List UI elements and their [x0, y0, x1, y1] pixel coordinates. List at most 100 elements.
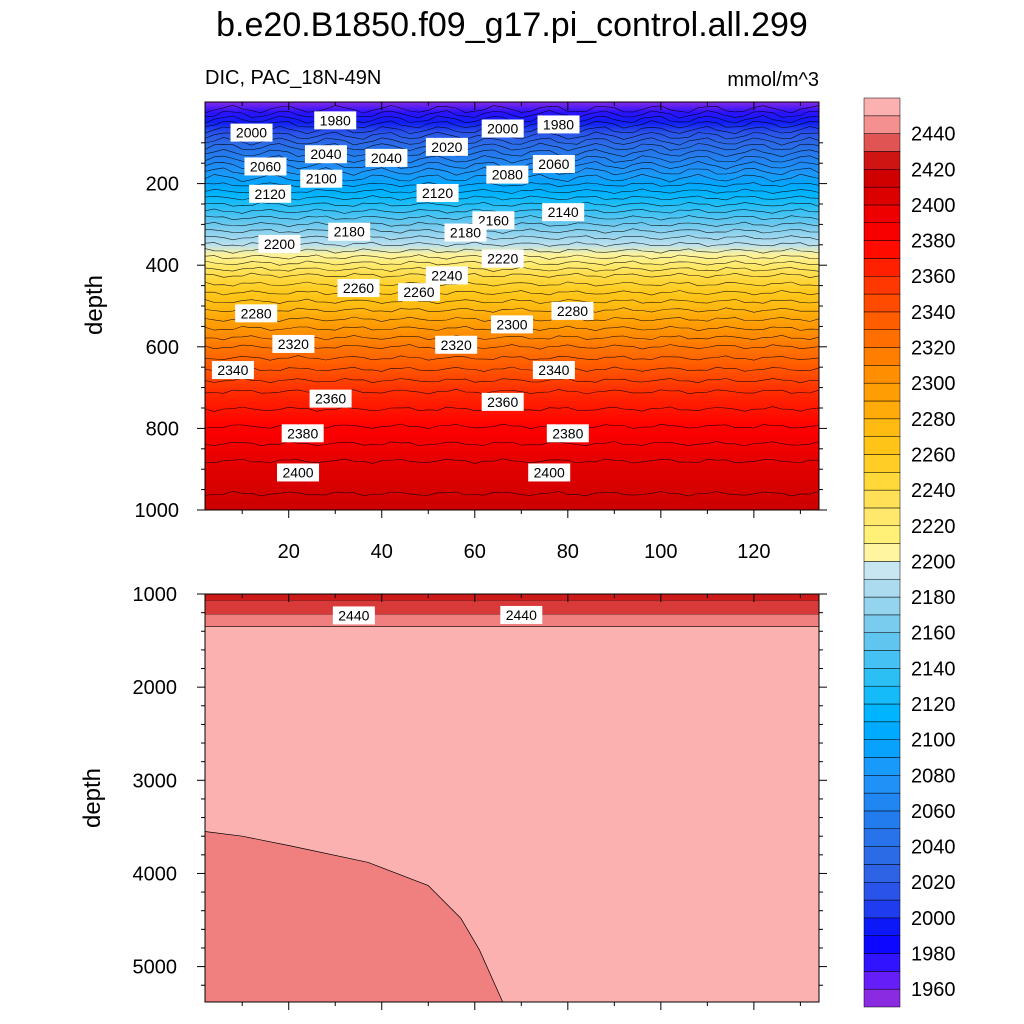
contour-label: 2060	[244, 157, 287, 176]
contour-label: 2340	[211, 361, 254, 380]
contour-label: 2440	[332, 606, 375, 625]
colorbar-box	[863, 935, 901, 954]
colorbar-label: 2400	[911, 195, 956, 217]
contour-label-bg	[425, 137, 468, 156]
contour-label-text: 2300	[496, 316, 527, 332]
contour-label-bg	[481, 249, 524, 268]
contour-line	[205, 195, 819, 201]
contour-label-bg	[481, 119, 524, 138]
contour-label-text: 2180	[334, 224, 365, 240]
contour-label-text: 2280	[241, 305, 272, 321]
contour-line	[205, 104, 819, 114]
contour-label-text: 2440	[506, 607, 537, 623]
colorbar-label: 2340	[911, 302, 956, 324]
colorbar-label: 2160	[911, 623, 956, 645]
contour-label-bg	[435, 335, 478, 354]
contour-label: 2120	[416, 183, 459, 202]
colorbar-box	[863, 650, 901, 669]
contour-label: 2120	[249, 184, 292, 203]
contour-line	[205, 290, 819, 296]
contour-label: 2380	[281, 424, 324, 443]
contour-line	[205, 234, 819, 241]
contour-label-text: 1980	[320, 112, 351, 128]
contour-label-bg	[244, 157, 287, 176]
contour-label-text: 2360	[315, 391, 346, 407]
colorbar-box	[863, 365, 901, 384]
contour-label-text: 2400	[534, 464, 565, 480]
contour-line	[205, 377, 819, 384]
contour-label: 2180	[328, 222, 371, 241]
deep-pool-region	[205, 831, 503, 1002]
contour-label-text: 2320	[441, 337, 472, 353]
contour-label-bg	[491, 315, 533, 334]
contour-label: 2000	[481, 119, 524, 138]
colorbar-label: 2100	[911, 730, 956, 752]
contour-line	[205, 458, 819, 464]
contour-label-bg	[532, 361, 575, 380]
contour-label: 2320	[272, 334, 315, 353]
colorbar-box	[863, 240, 901, 259]
upper-contour-labels: 1980 2000 2000 1980 2040 2040 2020 2060 2060 2100…	[211, 111, 594, 482]
contour-label-text: 2060	[250, 158, 281, 174]
contour-label-text: 2340	[217, 362, 248, 378]
x-tick-label: 40	[371, 541, 393, 563]
contour-label-bg	[281, 424, 324, 443]
contour-label: 2200	[258, 234, 301, 253]
lower-ylabel: depth	[79, 768, 106, 828]
contour-line	[205, 298, 819, 305]
contour-label-bg	[211, 361, 254, 380]
colorbar-box	[863, 721, 901, 740]
contour-label: 2040	[365, 148, 408, 167]
contour-label-text: 2380	[552, 425, 583, 441]
contour-label-text: 2240	[431, 267, 462, 283]
colorbar-box	[863, 186, 901, 206]
contour-label: 2440	[500, 605, 543, 624]
contour-label-text: 1980	[543, 116, 574, 132]
colorbar-label: 2120	[911, 694, 956, 716]
colorbar-box	[863, 828, 901, 847]
colorbar-box	[863, 988, 901, 1008]
contour-label-bg	[551, 301, 594, 320]
contour-label-bg	[272, 334, 315, 353]
colorbar-box	[863, 792, 901, 812]
contour-label-bg	[397, 283, 440, 302]
colorbar: 1960 1980 2000 2020 2040 2060 2080 2100 2120 2140…	[863, 97, 956, 1008]
colorbar-label: 2320	[911, 338, 956, 360]
lower-contour-labels: 2440 2440	[332, 605, 543, 625]
colorbar-label: 1960	[911, 979, 956, 1001]
contour-label: 2380	[546, 424, 589, 443]
contour-label-bg	[537, 115, 580, 134]
contour-line	[205, 136, 819, 146]
colorbar-label: 2260	[911, 444, 956, 466]
colorbar-label: 2440	[911, 124, 956, 146]
y-tick-label: 5000	[133, 957, 178, 979]
colorbar-label: 2220	[911, 516, 956, 538]
colorbar-box	[863, 881, 901, 901]
colorbar-box	[863, 507, 901, 527]
contour-label-text: 2260	[343, 280, 374, 296]
colorbar-box	[863, 472, 901, 491]
colorbar-box	[863, 917, 901, 936]
contour-line	[205, 441, 819, 447]
contour-label-text: 2120	[422, 185, 453, 201]
contour-label-text: 2120	[255, 186, 286, 202]
y-tick-label: 200	[146, 174, 179, 196]
colorbar-box	[863, 864, 901, 883]
colorbar-box	[863, 454, 901, 473]
contour-label: 2280	[235, 304, 278, 323]
colorbar-box	[863, 222, 901, 241]
contour-label-text: 2280	[557, 303, 588, 319]
contour-label-text: 2000	[236, 125, 267, 141]
contour-label: 2040	[304, 145, 347, 164]
contour-label-bg	[300, 169, 343, 188]
contour-label-bg	[481, 392, 524, 411]
colorbar-box	[863, 971, 901, 990]
contour-label: 2100	[300, 169, 343, 188]
colorbar-label: 2300	[911, 373, 956, 395]
contour-label-text: 2200	[264, 236, 295, 252]
colorbar-label: 2240	[911, 480, 956, 502]
colorbar-box	[863, 151, 901, 170]
